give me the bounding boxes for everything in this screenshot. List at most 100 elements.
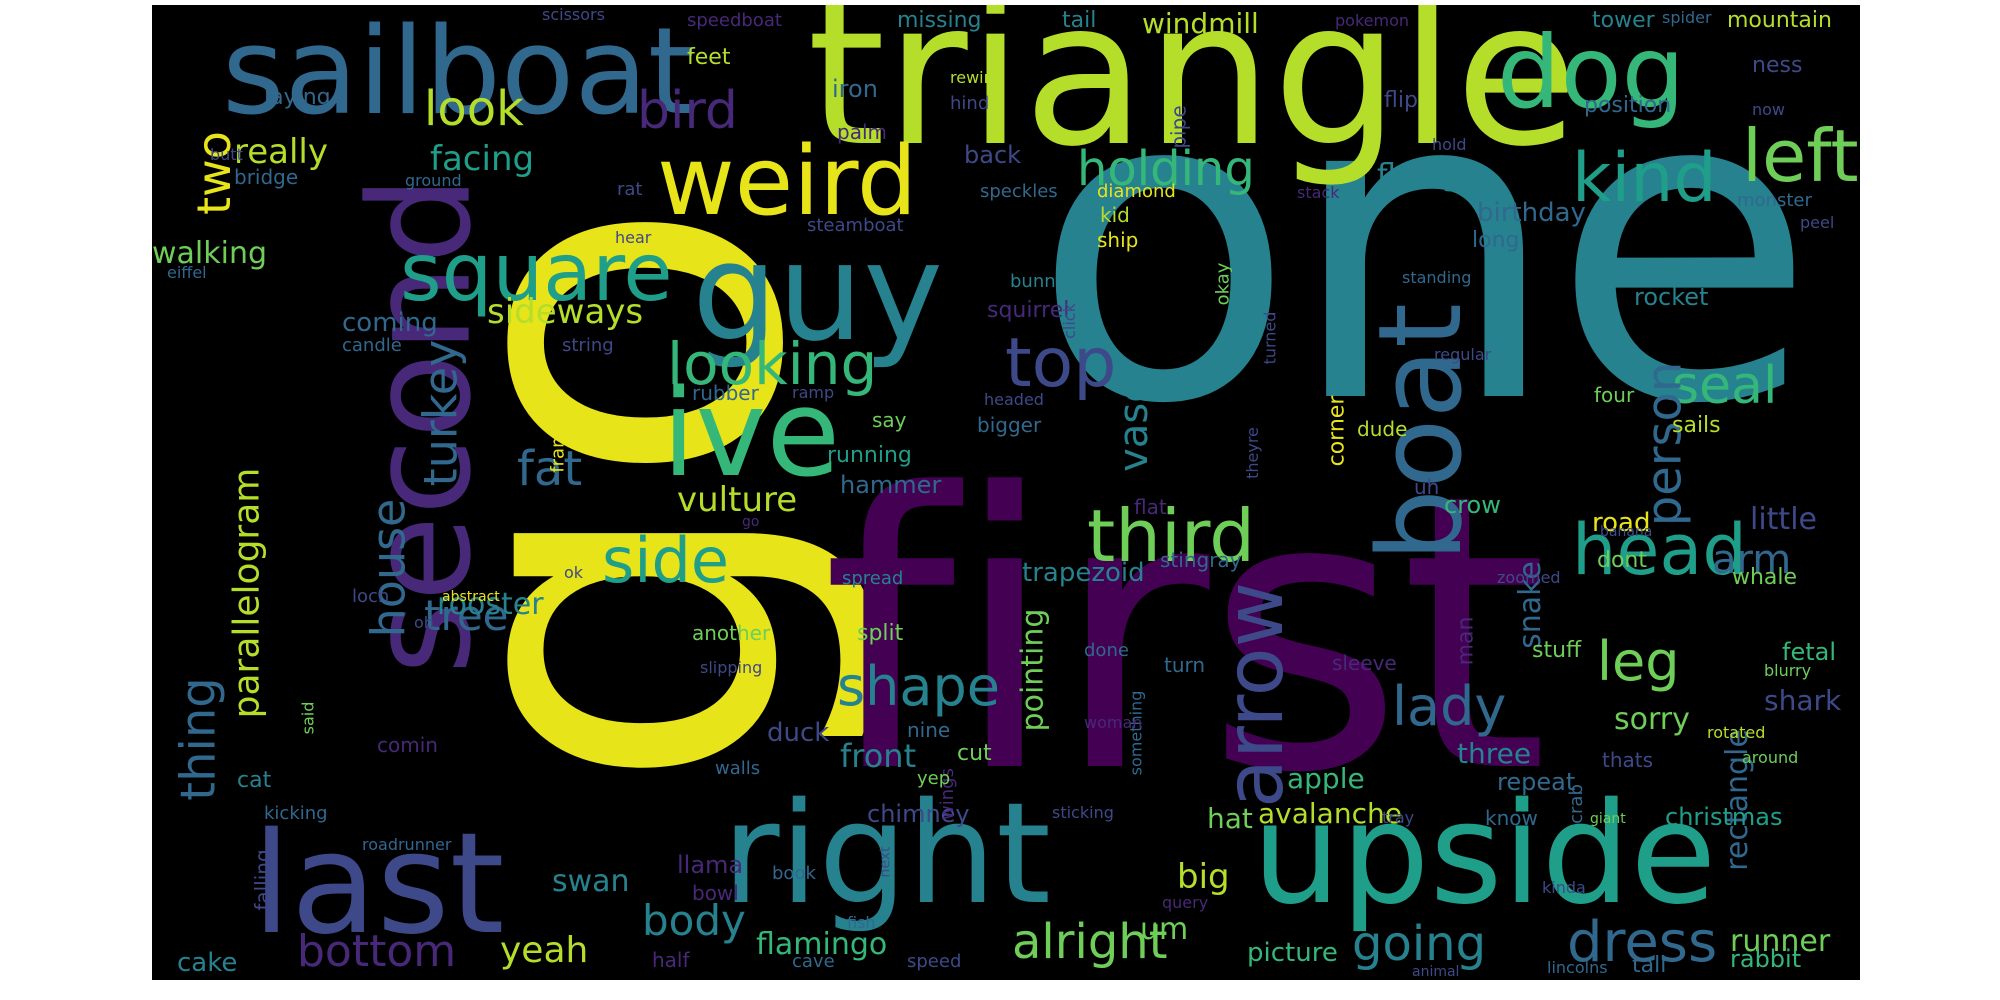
word-animal: animal	[1412, 964, 1460, 980]
word-left: left	[1742, 114, 1859, 198]
word-now: now	[1752, 100, 1786, 119]
word-lincolns: lincolns	[1547, 958, 1608, 977]
word-corner: corner	[1324, 395, 1350, 467]
word-next: next	[877, 846, 894, 878]
word-crow: crow	[1444, 491, 1501, 519]
word-tree: tree	[424, 591, 509, 640]
word-dont: dont	[1597, 548, 1647, 573]
word-side: side	[602, 524, 730, 597]
word-peel: peel	[1800, 213, 1835, 232]
word-leg: leg	[1597, 630, 1680, 693]
word-square: square	[400, 226, 673, 319]
word-shape: shape	[837, 655, 1000, 718]
word-one: one	[1032, 5, 1816, 498]
word-triangle: triangle	[807, 5, 1579, 191]
word-runner: runner	[1730, 924, 1831, 959]
word-monster: monster	[1737, 190, 1812, 211]
word-another: another	[692, 621, 771, 645]
word-hind: hind	[950, 93, 990, 114]
word-duck: duck	[767, 718, 830, 748]
word-slipping: slipping	[700, 658, 763, 677]
word-kind: kind	[1572, 139, 1717, 218]
word-iron: iron	[832, 75, 878, 103]
word-sorry: sorry	[1614, 702, 1690, 737]
word-rocket: rocket	[1634, 283, 1709, 311]
word-looking: looking	[667, 330, 878, 398]
word-stack: stack	[1297, 183, 1340, 202]
word-hold: hold	[1432, 135, 1467, 154]
word-turned: turned	[1260, 311, 1280, 365]
word-picture: picture	[1247, 938, 1338, 968]
word-blurry: blurry	[1764, 661, 1812, 680]
word-pokemon: pokemon	[1335, 11, 1409, 30]
word-around: around	[1742, 748, 1799, 767]
word-llama: llama	[677, 851, 744, 879]
word-regular: regular	[1434, 345, 1492, 364]
word-swan: swan	[552, 864, 630, 899]
word-turkey: turkey	[413, 339, 468, 487]
word-ramp: ramp	[792, 383, 835, 402]
word-tower: tower	[1592, 8, 1655, 33]
word-giant: giant	[1590, 811, 1626, 827]
word-turn: turn	[1164, 653, 1206, 677]
word-say: say	[872, 408, 907, 432]
word-head: head	[1572, 509, 1747, 591]
word-whale: whale	[1732, 565, 1798, 590]
word-um: um	[1140, 912, 1189, 947]
word-half: half	[652, 948, 690, 972]
word-hat: hat	[1207, 802, 1253, 835]
word-front: front	[840, 737, 917, 775]
word-stingray: stingray	[1160, 548, 1242, 572]
word-speedboat: speedboat	[687, 10, 782, 31]
word-seal: seal	[1672, 356, 1778, 416]
word-rat: rat	[617, 179, 643, 200]
word-birthday: birthday	[1477, 198, 1586, 228]
word-speed: speed	[907, 951, 962, 972]
word-shark: shark	[1764, 684, 1842, 717]
word-speckles: speckles	[980, 181, 1058, 202]
word-upside: upside	[1252, 773, 1717, 936]
word-long: long	[1472, 228, 1520, 253]
word-four: four	[1594, 383, 1635, 407]
word-bird: bird	[637, 81, 738, 141]
word-fat: fat	[517, 441, 583, 497]
word-laying: laying	[264, 85, 331, 110]
word-standing: standing	[1402, 268, 1472, 287]
word-oh: oh	[414, 613, 434, 632]
word-palm: palm	[837, 120, 887, 144]
word-hear: hear	[615, 228, 652, 247]
word-comin: comin	[377, 733, 438, 757]
word-pointing: pointing	[1015, 608, 1051, 732]
word-go-small: go	[742, 514, 760, 530]
word-query: query	[1162, 893, 1209, 912]
word-chimney: chimney	[867, 800, 970, 828]
word-kicking: kicking	[264, 803, 328, 824]
word-squirrel: squirrel	[987, 298, 1070, 323]
word-ok: ok	[564, 563, 584, 582]
word-bottom: bottom	[297, 926, 457, 977]
word-parallelogram: parallelogram	[226, 467, 268, 719]
word-spread: spread	[842, 568, 904, 589]
word-windmill: windmill	[1142, 7, 1259, 40]
word-walls: walls	[715, 758, 761, 779]
word-falling: falling	[250, 849, 275, 911]
word-uh: uh	[1414, 475, 1440, 499]
word-bigger: bigger	[977, 413, 1042, 437]
word-mountain: mountain	[1727, 8, 1832, 33]
word-coming: coming	[342, 308, 438, 338]
word-cave: cave	[792, 951, 835, 972]
word-dog: dog	[1497, 14, 1686, 131]
word-person: person	[1636, 361, 1693, 527]
word-rabbit: rabbit	[1730, 945, 1802, 973]
word-holding: holding	[1077, 141, 1255, 197]
word-steamboat: steamboat	[807, 215, 904, 236]
word-tail: tail	[1062, 8, 1097, 33]
word-position: position	[1584, 93, 1672, 118]
word-trapezoid: trapezoid	[1022, 558, 1145, 588]
word-diamond: diamond	[1097, 181, 1176, 202]
word-fetal: fetal	[1782, 638, 1836, 666]
word-man: man	[1453, 616, 1479, 666]
word-hammer: hammer	[840, 471, 942, 499]
word-ship: ship	[1097, 228, 1139, 252]
word-flip: flip	[1384, 88, 1418, 113]
